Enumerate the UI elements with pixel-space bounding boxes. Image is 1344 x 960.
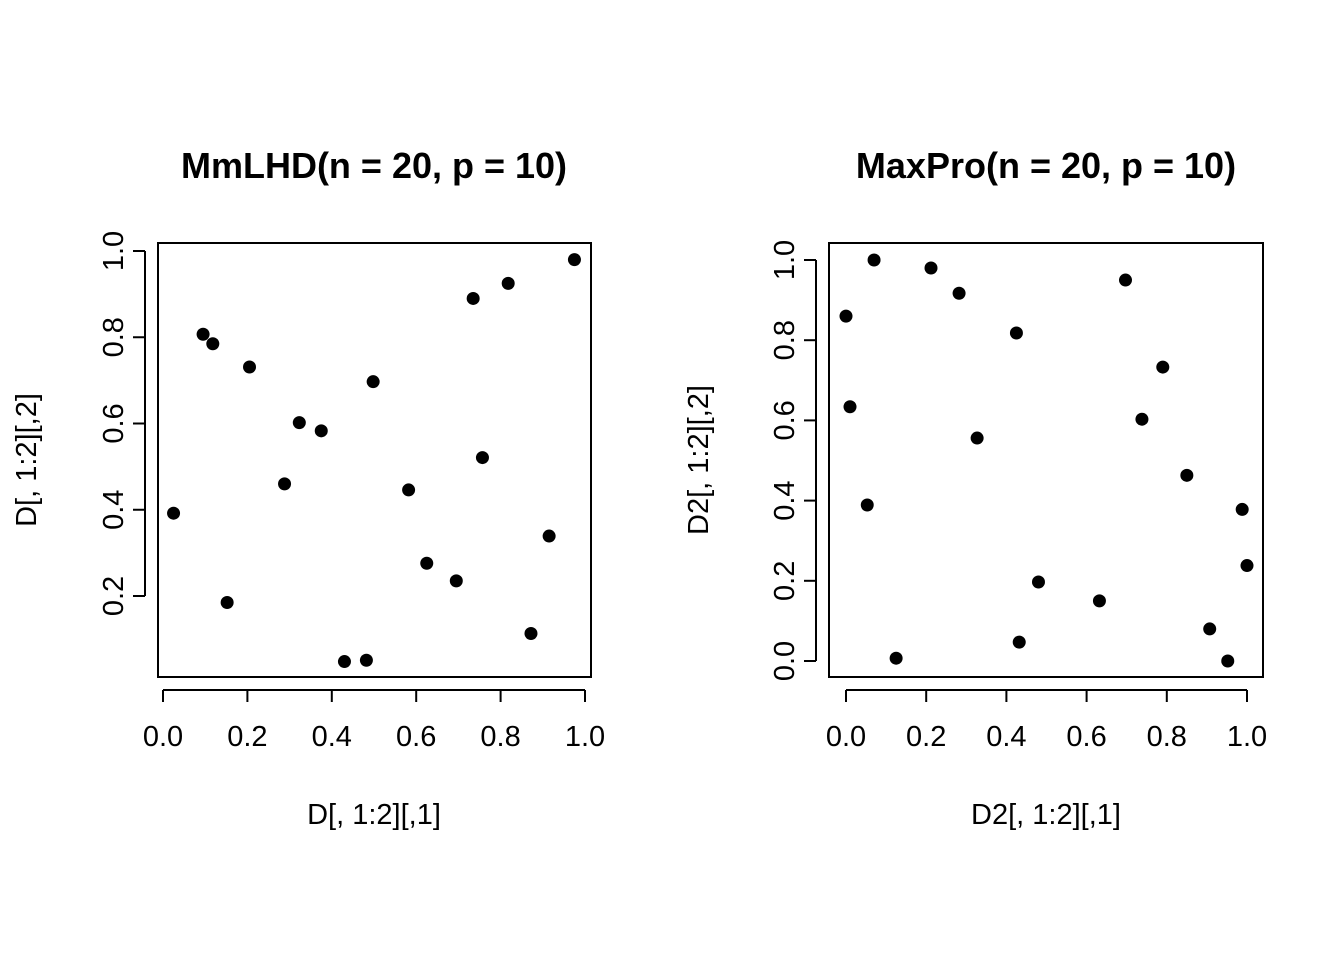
data-point <box>860 498 874 512</box>
data-point <box>867 253 881 267</box>
data-point <box>337 655 351 669</box>
y-tick-label: 0.2 <box>98 576 130 616</box>
x-tick-label: 0.0 <box>826 721 866 753</box>
data-point <box>359 653 373 667</box>
x-axis-label: D[, 1:2][,1] <box>307 799 441 831</box>
data-point <box>843 400 857 414</box>
data-point <box>924 261 938 275</box>
data-point <box>278 477 292 491</box>
data-point <box>524 627 538 641</box>
x-tick-label: 0.8 <box>1147 721 1187 753</box>
data-point <box>839 309 853 323</box>
chart-title: MaxPro(n = 20, p = 10) <box>856 145 1236 186</box>
data-point <box>1135 412 1149 426</box>
x-axis: 0.0 0.2 0.4 0.6 0.8 1.0 <box>826 689 1267 753</box>
x-tick-label: 0.4 <box>986 721 1026 753</box>
x-tick-label: 1.0 <box>1227 721 1267 753</box>
panel-maxpro: MaxPro(n = 20, p = 10) D2[, 1:2][,1] D2[… <box>683 145 1267 831</box>
y-tick-label: 0.6 <box>769 400 801 440</box>
x-tick-label: 0.6 <box>1066 721 1106 753</box>
x-axis-label: D2[, 1:2][,1] <box>971 799 1121 831</box>
points-group <box>167 253 581 669</box>
data-point <box>366 375 380 389</box>
x-tick-label: 0.0 <box>143 721 183 753</box>
data-point <box>1156 360 1170 374</box>
y-tick-label: 0.4 <box>98 490 130 530</box>
data-point <box>475 451 489 465</box>
data-point <box>1203 622 1217 636</box>
y-axis: 0.2 0.4 0.6 0.8 1.0 <box>98 231 146 616</box>
data-point <box>1009 326 1023 340</box>
points-group <box>839 253 1254 668</box>
y-axis: 0.0 0.2 0.4 0.6 0.8 1.0 <box>769 240 817 681</box>
x-axis: 0.0 0.2 0.4 0.6 0.8 1.0 <box>143 689 605 753</box>
data-point <box>1240 559 1254 573</box>
y-tick-label: 0.8 <box>98 317 130 357</box>
data-point <box>542 529 556 543</box>
plot-frame <box>828 242 1264 678</box>
data-point <box>1031 575 1045 589</box>
y-tick-label: 0.0 <box>769 641 801 681</box>
data-point <box>292 416 306 430</box>
panel-mmlhd: MmLHD(n = 20, p = 10) D[, 1:2][,1] D[, 1… <box>11 145 605 831</box>
data-point <box>952 286 966 300</box>
x-tick-label: 0.2 <box>906 721 946 753</box>
y-axis-label: D2[, 1:2][,2] <box>683 385 715 535</box>
data-point <box>243 360 257 374</box>
x-tick-label: 0.4 <box>312 721 352 753</box>
data-point <box>220 595 234 609</box>
x-tick-label: 0.2 <box>227 721 267 753</box>
data-point <box>167 506 181 520</box>
data-point <box>1012 635 1026 649</box>
data-point <box>402 483 416 497</box>
data-point <box>970 431 984 445</box>
data-point <box>1180 468 1194 482</box>
y-tick-label: 1.0 <box>98 231 130 271</box>
y-tick-label: 0.4 <box>769 480 801 520</box>
data-point <box>1118 273 1132 287</box>
y-tick-label: 1.0 <box>769 240 801 280</box>
y-tick-label: 0.2 <box>769 561 801 601</box>
y-axis-label: D[, 1:2][,2] <box>11 393 43 527</box>
data-point <box>420 556 434 570</box>
data-point <box>567 253 581 267</box>
data-point <box>1235 502 1249 516</box>
chart-title: MmLHD(n = 20, p = 10) <box>181 145 567 186</box>
plot-frame <box>157 242 592 678</box>
data-point <box>889 651 903 665</box>
y-tick-label: 0.6 <box>98 403 130 443</box>
data-point <box>1221 654 1235 668</box>
data-point <box>449 574 463 588</box>
x-tick-label: 0.6 <box>396 721 436 753</box>
data-point <box>314 424 328 438</box>
data-point <box>466 291 480 305</box>
data-point <box>206 337 220 351</box>
data-point <box>1092 594 1106 608</box>
data-point <box>196 327 210 341</box>
x-tick-label: 1.0 <box>565 721 605 753</box>
data-point <box>501 276 515 290</box>
y-tick-label: 0.8 <box>769 320 801 360</box>
x-tick-label: 0.8 <box>480 721 520 753</box>
